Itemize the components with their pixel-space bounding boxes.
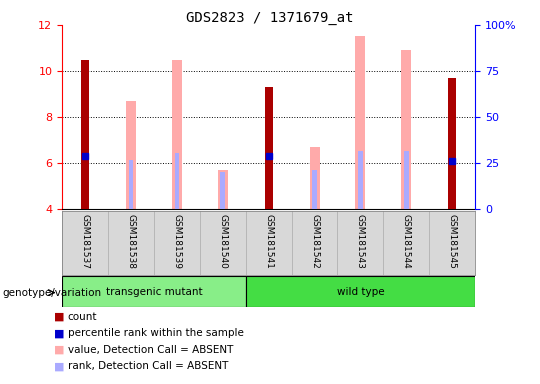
Text: GSM181541: GSM181541 <box>264 214 273 269</box>
Bar <box>218 170 228 209</box>
Text: GSM181544: GSM181544 <box>402 214 411 268</box>
Text: ■: ■ <box>54 361 64 371</box>
Bar <box>81 60 89 209</box>
Bar <box>220 172 225 209</box>
Text: ■: ■ <box>54 328 64 338</box>
Bar <box>129 160 133 209</box>
Text: ■: ■ <box>54 312 64 322</box>
Text: GSM181539: GSM181539 <box>172 214 181 269</box>
Text: GSM181538: GSM181538 <box>126 214 136 269</box>
Text: GSM181543: GSM181543 <box>356 214 365 269</box>
Text: GSM181537: GSM181537 <box>80 214 90 269</box>
Bar <box>309 147 320 209</box>
Bar <box>312 170 317 209</box>
Text: GSM181540: GSM181540 <box>218 214 227 269</box>
Text: GSM181545: GSM181545 <box>448 214 457 269</box>
Bar <box>448 78 456 209</box>
Text: GSM181542: GSM181542 <box>310 214 319 268</box>
Bar <box>172 60 182 209</box>
Text: ■: ■ <box>54 345 64 355</box>
Bar <box>265 87 273 209</box>
Text: value, Detection Call = ABSENT: value, Detection Call = ABSENT <box>68 345 233 355</box>
Text: genotype/variation: genotype/variation <box>3 288 102 298</box>
Bar <box>355 36 366 209</box>
Bar <box>358 151 363 209</box>
Text: GDS2823 / 1371679_at: GDS2823 / 1371679_at <box>186 11 354 25</box>
Text: wild type: wild type <box>336 287 384 297</box>
Bar <box>401 50 411 209</box>
Bar <box>404 151 409 209</box>
Bar <box>246 276 475 307</box>
Text: transgenic mutant: transgenic mutant <box>106 287 202 297</box>
Text: rank, Detection Call = ABSENT: rank, Detection Call = ABSENT <box>68 361 228 371</box>
Bar <box>174 153 179 209</box>
Bar <box>126 101 136 209</box>
Bar <box>62 276 246 307</box>
Text: percentile rank within the sample: percentile rank within the sample <box>68 328 244 338</box>
Text: count: count <box>68 312 97 322</box>
